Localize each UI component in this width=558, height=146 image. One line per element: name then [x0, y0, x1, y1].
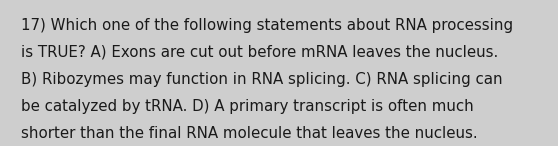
Text: be catalyzed by tRNA. D) A primary transcript is often much: be catalyzed by tRNA. D) A primary trans… [21, 99, 474, 114]
Text: shorter than the final RNA molecule that leaves the nucleus.: shorter than the final RNA molecule that… [21, 126, 478, 141]
Text: B) Ribozymes may function in RNA splicing. C) RNA splicing can: B) Ribozymes may function in RNA splicin… [21, 72, 503, 87]
Text: is TRUE? A) Exons are cut out before mRNA leaves the nucleus.: is TRUE? A) Exons are cut out before mRN… [21, 45, 498, 60]
Text: 17) Which one of the following statements about RNA processing: 17) Which one of the following statement… [21, 18, 513, 33]
